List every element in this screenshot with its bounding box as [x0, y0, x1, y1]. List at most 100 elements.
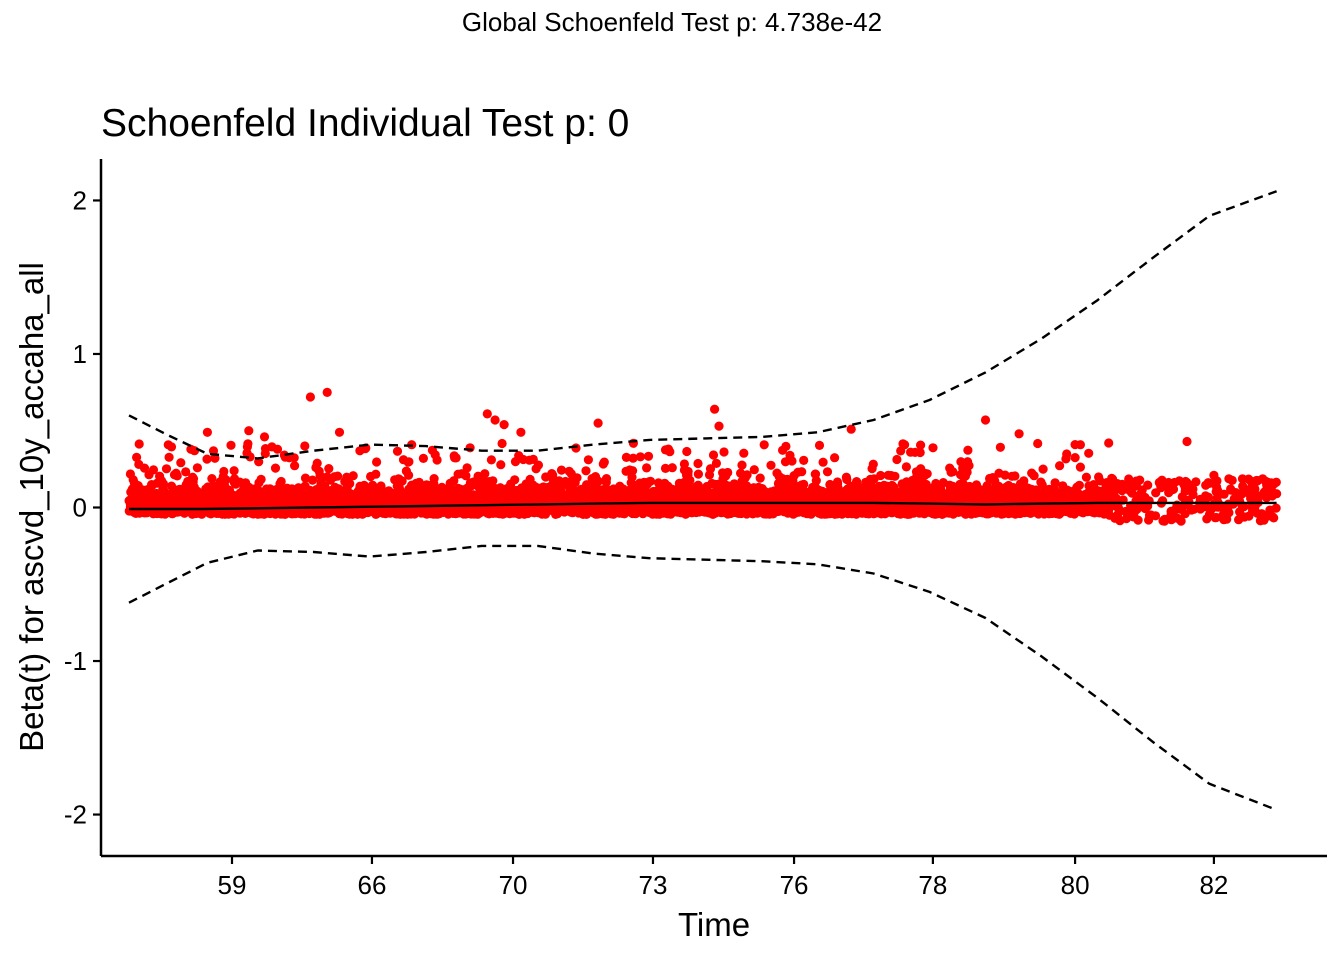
residual-point: [363, 485, 374, 495]
residual-point: [501, 487, 511, 497]
residual-point: [742, 486, 752, 496]
residual-point: [895, 492, 905, 502]
residual-point: [1073, 488, 1083, 498]
residual-point: [931, 478, 941, 489]
residual-point: [757, 488, 767, 498]
residual-point: [425, 489, 435, 499]
residual-point: [300, 473, 311, 483]
residual-point: [255, 486, 265, 496]
residual-point: [692, 493, 702, 503]
residual-point: [773, 478, 784, 489]
residual-point: [589, 491, 599, 501]
residual-point: [827, 488, 837, 499]
residual-point: [1001, 482, 1011, 492]
residual-point: [572, 473, 582, 483]
residual-point: [554, 489, 565, 499]
residual-point: [170, 494, 180, 504]
residual-point: [617, 488, 627, 498]
residual-point: [972, 485, 982, 495]
residual-point: [530, 489, 540, 499]
residual-point: [566, 488, 576, 498]
residual-point: [276, 476, 286, 487]
residual-point: [639, 477, 649, 487]
residual-point: [1027, 484, 1037, 494]
residual-point: [1091, 486, 1101, 497]
residual-point: [755, 473, 765, 483]
residual-point: [781, 482, 791, 492]
residual-point: [371, 469, 381, 479]
residual-point: [1028, 493, 1039, 503]
residual-point: [207, 474, 217, 484]
residual-point: [394, 494, 405, 504]
residual-point: [155, 471, 165, 481]
residual-point: [667, 484, 677, 494]
residual-point: [560, 476, 571, 487]
residual-point: [307, 475, 318, 485]
residual-point: [290, 492, 300, 502]
residual-point: [235, 477, 245, 487]
residual-point: [429, 474, 439, 484]
residual-point: [911, 482, 922, 493]
residual-point: [817, 487, 827, 497]
residual-point: [264, 488, 274, 498]
residual-point: [211, 492, 221, 502]
residual-point: [522, 486, 532, 496]
residual-point: [1095, 476, 1105, 486]
residual-point: [229, 490, 239, 500]
residual-point: [887, 480, 897, 491]
residual-point: [355, 481, 365, 491]
residual-point: [394, 474, 404, 484]
residual-point: [949, 489, 959, 499]
residual-point: [247, 489, 258, 499]
residual-point: [411, 487, 421, 497]
residual-point: [415, 479, 425, 489]
residual-point: [1064, 486, 1074, 496]
residual-point: [716, 482, 726, 492]
residual-point: [892, 454, 902, 465]
residual-point: [190, 486, 200, 497]
residual-point: [188, 474, 199, 484]
residual-point: [655, 483, 665, 493]
residual-point: [183, 491, 193, 501]
residual-point: [550, 481, 561, 491]
residual-point: [841, 472, 852, 482]
residual-point: [453, 485, 463, 495]
residual-point: [693, 469, 704, 479]
residual-point: [1000, 470, 1010, 480]
residual-point: [1037, 480, 1047, 490]
suptitle: Global Schoenfeld Test p: 4.738e-42: [462, 7, 882, 37]
residual-point: [488, 476, 498, 486]
residual-point: [599, 484, 609, 494]
residual-point: [825, 480, 835, 490]
residual-point: [609, 484, 619, 494]
residual-point: [547, 488, 557, 498]
residual-point: [556, 465, 567, 475]
residual-point: [836, 488, 846, 498]
residual-point: [686, 485, 696, 496]
residual-point: [181, 480, 191, 490]
chart-title: Schoenfeld Individual Test p: 0: [101, 102, 629, 145]
residual-point: [958, 488, 968, 498]
residual-point: [593, 476, 604, 486]
residual-point: [1018, 478, 1028, 489]
residual-point: [158, 484, 168, 494]
residual-point: [575, 486, 585, 496]
residual-point: [807, 484, 817, 495]
residual-point: [1010, 471, 1020, 481]
residual-point: [157, 492, 167, 502]
residual-point: [627, 472, 637, 482]
residual-point: [348, 491, 358, 501]
residual-point: [462, 483, 472, 493]
residual-point: [334, 490, 344, 500]
residual-point: [1058, 481, 1068, 491]
residual-point: [1038, 464, 1048, 474]
residual-point: [773, 492, 783, 502]
residual-point: [1050, 478, 1060, 488]
residual-point: [721, 490, 731, 500]
residual-point: [314, 494, 324, 504]
residual-point: [324, 491, 334, 501]
residual-point: [990, 476, 1000, 486]
residual-point: [737, 476, 747, 486]
residual-point: [856, 485, 866, 495]
